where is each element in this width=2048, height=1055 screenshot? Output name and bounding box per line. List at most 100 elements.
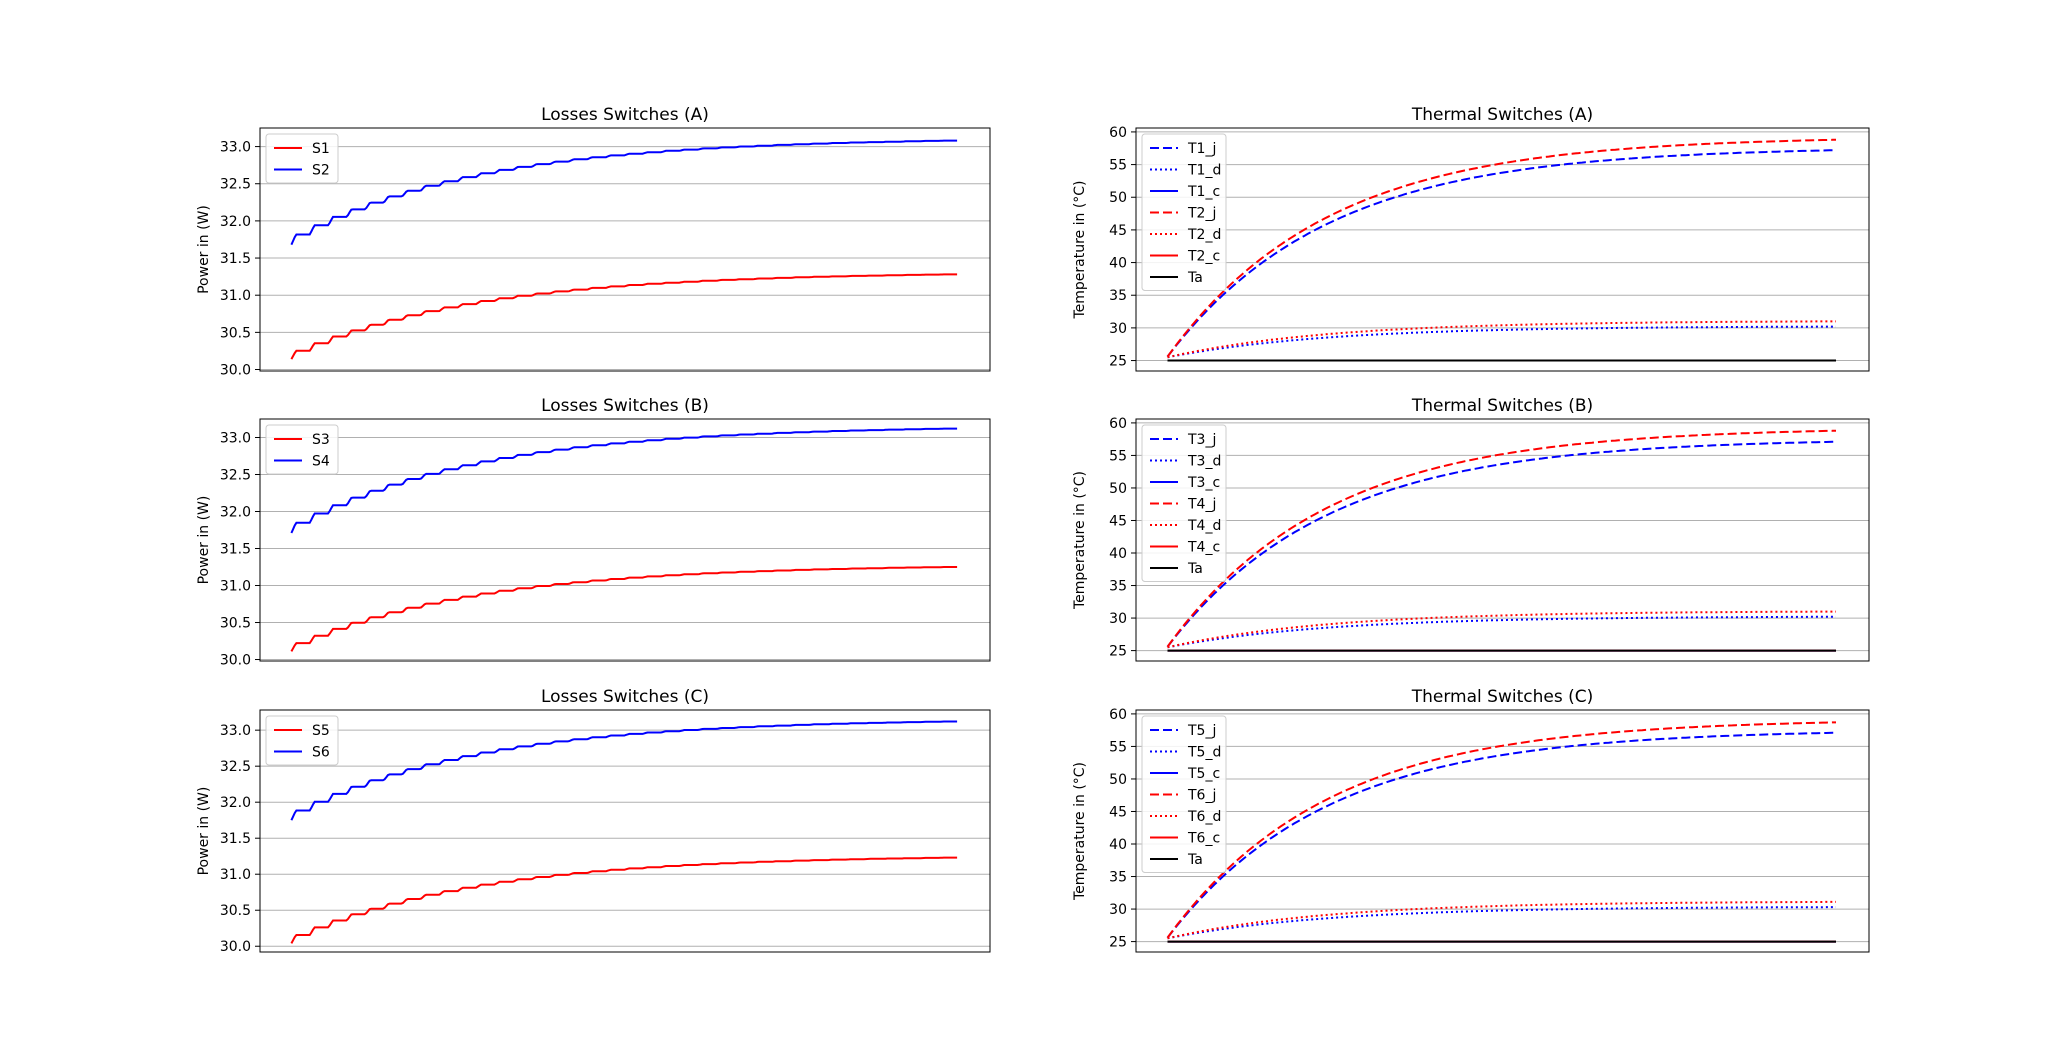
y-tick-label: 32.5: [220, 177, 251, 193]
legend-box: [265, 133, 339, 184]
series-line-t3_j: [1166, 440, 1836, 648]
axes-frame: [259, 709, 991, 953]
legend-box: [1141, 715, 1227, 873]
y-tick-label: 30: [1109, 321, 1127, 337]
y-tick-label: 50: [1109, 481, 1127, 497]
y-tick-label: 25: [1109, 935, 1127, 951]
y-tick-label: 33.0: [220, 723, 251, 739]
y-tick-label: 31.5: [220, 831, 251, 847]
chart-panel-5: 30.0 30.5 31.0 31.5 32.0 32.5 33.0 Losses Switc…: [196, 687, 991, 955]
y-axis-label: Temperature in (°C): [1072, 180, 1088, 319]
chart-title: Losses Switches (B): [541, 396, 709, 416]
legend-label: T4_j: [1187, 497, 1216, 513]
series-line-s5: [290, 856, 958, 944]
y-tick-label: 35: [1109, 579, 1127, 595]
y-tick-label: 31.0: [220, 867, 251, 883]
legend-label: T5_d: [1187, 745, 1221, 761]
y-tick-label: 25: [1109, 644, 1127, 660]
y-tick-label: 32.5: [220, 468, 251, 484]
legend-label: T3_j: [1187, 432, 1216, 448]
legend-label: S1: [312, 141, 330, 157]
y-axis-label: Power in (W): [196, 787, 212, 876]
y-tick-label: 32.0: [220, 795, 251, 811]
legend-label: T1_c: [1187, 184, 1220, 200]
y-tick-label: 60: [1109, 125, 1127, 141]
y-tick-label: 45: [1109, 223, 1127, 239]
y-tick-label: 30.5: [220, 903, 251, 919]
y-tick-label: 55: [1109, 448, 1127, 464]
y-axis-label: Temperature in (°C): [1072, 762, 1088, 901]
y-tick-label: 45: [1109, 804, 1127, 820]
series-line-s2: [290, 139, 958, 246]
legend-label: T6_d: [1187, 809, 1221, 825]
legend-label: T2_j: [1187, 206, 1216, 222]
chart-title: Losses Switches (C): [541, 687, 709, 707]
legend-label: T6_c: [1187, 831, 1220, 847]
legend-label: S3: [312, 432, 330, 448]
y-tick-label: 30.0: [220, 939, 251, 955]
y-tick-label: 50: [1109, 190, 1127, 206]
legend-label: T1_d: [1187, 163, 1221, 179]
legend-label: T2_c: [1187, 249, 1220, 265]
y-tick-label: 30.0: [220, 363, 251, 379]
y-tick-label: 31.5: [220, 251, 251, 267]
legend-label: Ta: [1187, 852, 1203, 868]
legend-label: T5_c: [1187, 766, 1220, 782]
axes-frame: [1135, 127, 1870, 372]
y-tick-label: 40: [1109, 837, 1127, 853]
chart-title: Thermal Switches (A): [1411, 105, 1593, 125]
legend-box: [1141, 424, 1227, 582]
series-line-s1: [290, 273, 958, 360]
legend-label: T2_d: [1187, 227, 1221, 243]
legend-label: Ta: [1187, 270, 1203, 286]
legend-box: [265, 424, 339, 475]
y-tick-label: 32.0: [220, 505, 251, 521]
y-tick-label: 30.5: [220, 616, 251, 632]
y-axis-label: Power in (W): [196, 496, 212, 585]
legend-label: T3_d: [1187, 454, 1221, 470]
legend-box: [265, 715, 339, 766]
legend-label: T4_d: [1187, 518, 1221, 534]
y-tick-label: 33.0: [220, 431, 251, 447]
chart-title: Thermal Switches (B): [1411, 396, 1593, 416]
series-line-t6_d: [1167, 900, 1836, 940]
series-line-t1_d: [1167, 325, 1836, 359]
series-line-s3: [290, 566, 958, 652]
chart-panel-3: 30.0 30.5 31.0 31.5 32.0 32.5 33.0 Losses Switc…: [196, 396, 991, 669]
series-line-t2_d: [1167, 320, 1836, 359]
y-tick-label: 60: [1109, 707, 1127, 723]
axes-frame: [1135, 418, 1870, 662]
y-tick-label: 40: [1109, 546, 1127, 562]
y-axis-label: Temperature in (°C): [1072, 471, 1088, 610]
y-tick-label: 35: [1109, 870, 1127, 886]
chart-panel-1: 30.0 30.5 31.0 31.5 32.0 32.5 33.0 Losses Switc…: [196, 105, 991, 379]
chart-panel-4: 25 30 35 40 45 50 55 60 Thermal Switches (B) Temp…: [1072, 396, 1870, 662]
chart-panel-6: 25 30 35 40 45 50 55 60 Thermal Switches (C) Temp…: [1072, 687, 1870, 953]
series-line-t4_d: [1167, 610, 1836, 649]
legend-label: T4_c: [1187, 540, 1220, 556]
series-line-t5_j: [1166, 731, 1836, 939]
series-line-t1_j: [1166, 149, 1837, 358]
legend-label: S6: [312, 745, 330, 761]
y-tick-label: 31.0: [220, 579, 251, 595]
series-line-s6: [290, 720, 958, 821]
chart-panel-2: 25 30 35 40 45 50 55 60 Thermal Switches (A) Temp…: [1072, 105, 1870, 372]
series-line-s4: [290, 427, 958, 534]
y-tick-label: 31.0: [220, 288, 251, 304]
y-tick-label: 45: [1109, 513, 1127, 529]
axes-frame: [259, 418, 991, 662]
legend-label: Ta: [1187, 561, 1203, 577]
legend-label: S5: [312, 723, 330, 739]
series-line-t6_j: [1166, 721, 1836, 939]
y-tick-label: 30.0: [220, 653, 251, 669]
y-tick-label: 25: [1109, 354, 1127, 370]
y-tick-label: 32.0: [220, 214, 251, 230]
y-tick-label: 32.5: [220, 759, 251, 775]
chart-title: Thermal Switches (C): [1411, 687, 1593, 707]
legend-label: T6_j: [1187, 788, 1216, 804]
legend-label: T5_j: [1187, 723, 1216, 739]
y-tick-label: 55: [1109, 739, 1127, 755]
y-axis-label: Power in (W): [196, 205, 212, 294]
legend-label: T1_j: [1187, 141, 1216, 157]
